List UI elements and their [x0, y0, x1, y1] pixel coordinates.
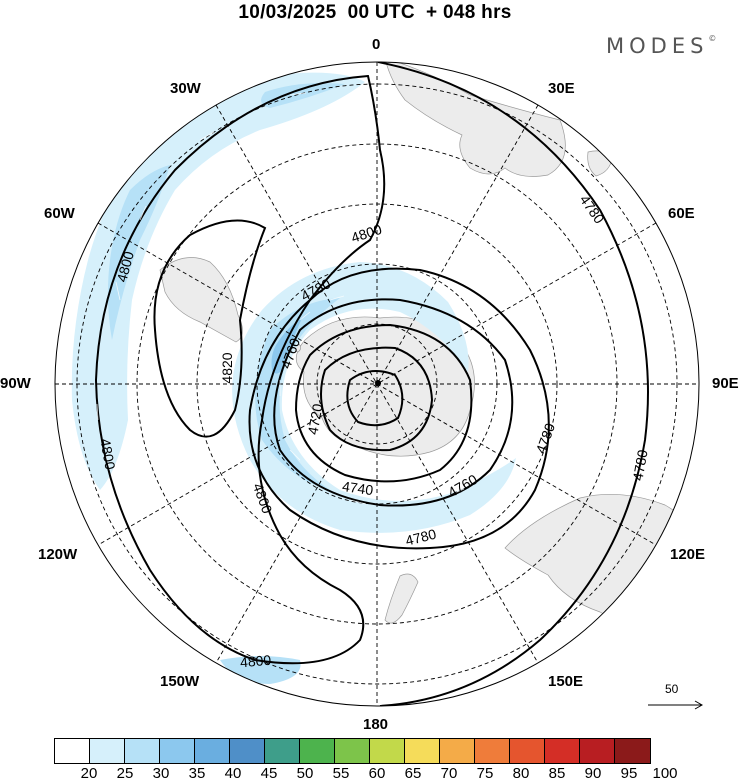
- contour-label: 4780: [404, 526, 438, 549]
- lon-label-90w: 90W: [0, 375, 31, 392]
- jet-west-band: [71, 72, 366, 491]
- colorbar-swatch: [300, 739, 335, 763]
- colorbar-label: 95: [620, 765, 638, 782]
- contour-label: 4780: [629, 448, 650, 482]
- colorbar-swatch: [230, 739, 265, 763]
- colorbar-swatch: [195, 739, 230, 763]
- colorbar-swatch: [545, 739, 580, 763]
- contour-4820: [153, 219, 267, 438]
- lon-label-150w: 150W: [160, 673, 200, 690]
- map-body: [55, 62, 699, 706]
- copyright-mark: ©: [708, 34, 717, 43]
- lon-label-150e: 150E: [548, 673, 584, 690]
- colorbar-swatch: [580, 739, 615, 763]
- colorbar-swatch: [370, 739, 405, 763]
- contour-4800-west: [94, 74, 386, 665]
- new-zealand-land: [384, 573, 419, 624]
- colorbar-label: 80: [512, 765, 530, 782]
- colorbar-label: 25: [116, 765, 134, 782]
- lon-label-90e: 90E: [712, 375, 739, 392]
- colorbar-label: 60: [368, 765, 386, 782]
- contour-label: 4780: [577, 192, 608, 227]
- colorbar-label: 70: [440, 765, 458, 782]
- vector-scale-arrow: [648, 700, 704, 710]
- colorbar-label: 85: [548, 765, 566, 782]
- contour-label: 4800: [97, 437, 118, 471]
- contour-label: 4740: [341, 478, 374, 498]
- lon-label-180: 180: [363, 716, 389, 733]
- jet-west-core: [107, 165, 170, 340]
- lon-label-60w: 60W: [44, 205, 75, 222]
- lon-label-30e: 30E: [548, 80, 575, 97]
- pole-marker: [375, 380, 381, 386]
- lon-label-30w: 30W: [170, 80, 201, 97]
- contour-label: 4800: [239, 652, 272, 671]
- colorbar-label: 50: [296, 765, 314, 782]
- brand-logo: MODES©: [606, 34, 716, 58]
- colorbar-swatch: [55, 739, 90, 763]
- colorbar-label: 100: [652, 765, 678, 782]
- lon-label-120w: 120W: [38, 546, 78, 563]
- colorbar-swatch: [510, 739, 545, 763]
- colorbar-label: 35: [188, 765, 206, 782]
- madagascar-land: [587, 150, 613, 177]
- contour-4780-inner: [248, 267, 550, 550]
- colorbar-swatch: [475, 739, 510, 763]
- contour-label: 4820: [219, 352, 235, 383]
- wind-vectors: [96, 92, 465, 505]
- colorbar-swatch: [405, 739, 440, 763]
- colorbar-swatch: [125, 739, 160, 763]
- map-boundary: [54, 61, 700, 707]
- africa-land: [384, 62, 566, 177]
- contour-4740: [294, 323, 473, 483]
- colorbar-label: 40: [224, 765, 242, 782]
- jet-north-core: [261, 83, 345, 108]
- colorbar-label: 65: [404, 765, 422, 782]
- contour-label: 4780: [532, 421, 558, 456]
- colorbar-swatch: [160, 739, 195, 763]
- contour-4780-outer: [377, 62, 649, 706]
- lon-label-60e: 60E: [668, 205, 695, 222]
- contour-4760: [273, 298, 514, 507]
- contour-4720: [320, 346, 434, 452]
- lon-label-120e: 120E: [670, 546, 706, 563]
- vector-scale-label: 50: [665, 682, 679, 696]
- colorbar-swatch: [90, 739, 125, 763]
- map-title: 10/03/2025 00 UTC + 048 hrs: [238, 2, 512, 23]
- colorbar-swatch: [615, 739, 650, 763]
- brand-text: MODES: [606, 34, 709, 58]
- colorbar-swatch: [440, 739, 475, 763]
- colorbar-swatch: [335, 739, 370, 763]
- contour-4700: [346, 370, 404, 427]
- contour-label: 4720: [304, 402, 325, 436]
- antarctica-land: [295, 316, 475, 457]
- contour-label: 4800: [113, 249, 137, 283]
- colorbar-label: 20: [80, 765, 98, 782]
- colorbar-label: 90: [584, 765, 602, 782]
- colorbar-label: 55: [332, 765, 350, 782]
- lon-label-0: 0: [372, 36, 381, 53]
- colorbar-label: 45: [260, 765, 278, 782]
- colorbar: [54, 738, 651, 764]
- colorbar-label: 30: [152, 765, 170, 782]
- height-contours: [94, 62, 649, 706]
- colorbar-label: 75: [476, 765, 494, 782]
- south-america-land: [159, 257, 243, 343]
- colorbar-swatch: [265, 739, 300, 763]
